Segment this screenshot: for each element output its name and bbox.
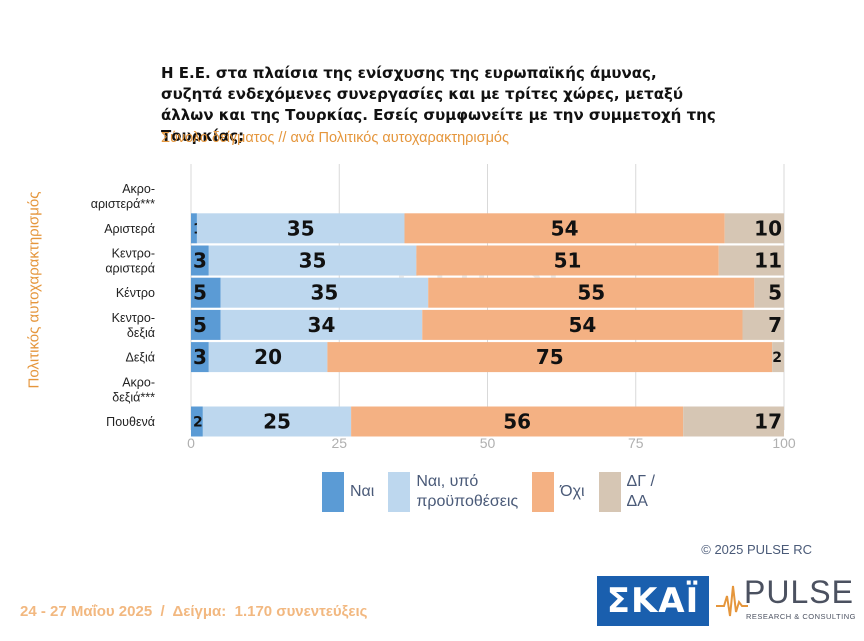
data-label: 25 xyxy=(263,410,291,434)
data-label: 35 xyxy=(311,281,339,305)
legend-item: ΔΓ / ΔΑ xyxy=(598,472,655,512)
bar-segment xyxy=(202,406,352,437)
data-label: 2 xyxy=(772,350,782,366)
data-label: 54 xyxy=(551,216,579,240)
legend-item: Όχι xyxy=(532,472,585,512)
copyright-notice: © 2025 PULSE RC xyxy=(701,542,812,557)
data-label: 35 xyxy=(287,216,315,240)
data-label: 3 xyxy=(193,249,207,273)
data-label: 54 xyxy=(568,313,596,337)
category-label: Πουθενά xyxy=(106,415,155,429)
data-label: 3 xyxy=(193,345,207,369)
bar-segment xyxy=(208,245,417,276)
category-label: Ακρο-δεξιά*** xyxy=(112,375,155,404)
bar-segment xyxy=(191,245,209,276)
bar-segment xyxy=(742,309,784,340)
category-label: Δεξιά xyxy=(125,351,155,365)
category-label: Ακρο-αριστερά*** xyxy=(91,182,155,211)
bar-segment xyxy=(718,245,784,276)
data-label: 51 xyxy=(554,249,582,273)
survey-dates-footer: 24 - 27 Μαΐου 2025 / Δείγμα: 1.170 συνεν… xyxy=(20,603,368,620)
bar-segment xyxy=(191,406,203,437)
data-label: 55 xyxy=(577,281,605,305)
legend-swatch xyxy=(322,472,344,512)
category-label: Κέντρο xyxy=(116,286,155,300)
data-label: 75 xyxy=(536,345,564,369)
legend-label: Ναι, υπό προϋποθέσεις xyxy=(416,473,519,510)
bar-segment xyxy=(351,406,684,437)
category-label: Κεντρο-αριστερά xyxy=(105,247,155,276)
legend-swatch xyxy=(532,472,555,512)
pulse-logo: PULSE RESEARCH & CONSULTING xyxy=(716,574,856,630)
chart-title: Η Ε.Ε. στα πλαίσια της ενίσχυσης της ευρ… xyxy=(161,64,716,145)
data-label: 5 xyxy=(768,281,782,305)
data-label: 7 xyxy=(768,313,782,337)
bar-segment xyxy=(196,213,405,244)
bar-segment xyxy=(422,309,743,340)
x-tick-label: 25 xyxy=(331,435,347,451)
category-label: Κεντρο-δεξιά xyxy=(112,311,155,340)
legend-item: Ναι, υπό προϋποθέσεις xyxy=(388,472,518,512)
data-label: 11 xyxy=(754,249,782,273)
data-label: 5 xyxy=(193,281,207,305)
bar-segment xyxy=(220,309,423,340)
skai-logo-text: ΣΚΑΪ xyxy=(606,581,700,621)
bar-segment xyxy=(772,342,784,373)
x-tick-label: 100 xyxy=(772,435,796,451)
bar-segment xyxy=(404,213,725,244)
chart-legend: Ναι Ναι, υπό προϋποθέσεις Όχι ΔΓ / ΔΑ xyxy=(322,472,669,512)
data-label: 56 xyxy=(503,410,531,434)
bar-segment xyxy=(416,245,719,276)
data-label: 20 xyxy=(254,345,282,369)
bar-segment xyxy=(191,309,221,340)
category-label: Αριστερά xyxy=(104,222,155,236)
pulse-wave-icon xyxy=(716,585,748,617)
legend-label: Όχι xyxy=(560,483,585,500)
legend-swatch xyxy=(388,472,411,512)
data-label: 10 xyxy=(754,216,782,240)
x-tick-label: 75 xyxy=(628,435,644,451)
bar-segment xyxy=(428,277,755,308)
bar-segment xyxy=(191,277,221,308)
bar-segment xyxy=(754,277,784,308)
legend-item: Ναι xyxy=(322,472,374,512)
skai-logo: ΣΚΑΪ xyxy=(597,576,709,626)
bar-segment xyxy=(191,213,197,244)
legend-label: Ναι xyxy=(350,483,375,500)
bar-segment xyxy=(208,342,328,373)
data-label: 5 xyxy=(193,313,207,337)
bar-segment xyxy=(683,406,784,437)
data-label: 17 xyxy=(754,410,782,434)
pulse-logo-subtitle: RESEARCH & CONSULTING xyxy=(746,612,856,621)
bar-segment xyxy=(724,213,784,244)
legend-swatch xyxy=(598,472,621,512)
data-label: 2 xyxy=(193,415,203,431)
x-tick-label: 50 xyxy=(480,435,496,451)
pulse-logo-name: PULSE xyxy=(744,574,854,610)
bar-segment xyxy=(191,342,209,373)
chart-subtitle: Σύνολο δείγματος // ανά Πολιτικός αυτοχα… xyxy=(161,130,509,146)
legend-label: ΔΓ / ΔΑ xyxy=(626,473,655,510)
bar-segment xyxy=(327,342,773,373)
data-label: 35 xyxy=(299,249,327,273)
x-tick-label: 0 xyxy=(187,435,195,451)
data-label: 34 xyxy=(308,313,336,337)
bar-segment xyxy=(220,277,429,308)
